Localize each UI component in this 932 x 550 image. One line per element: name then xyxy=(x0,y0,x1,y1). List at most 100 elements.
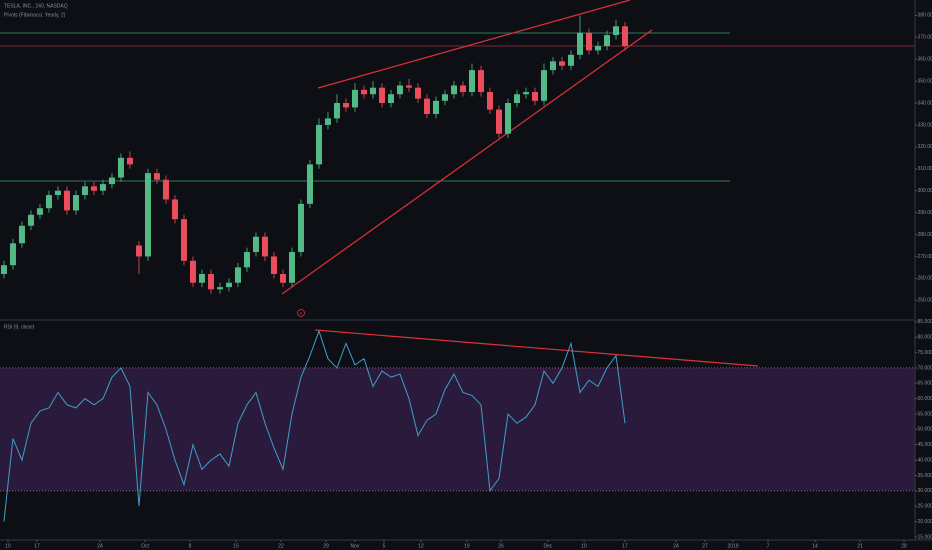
y-tick-label: 75.0000 xyxy=(918,350,932,356)
chart-title: TESLA, INC., 240, NASDAQ xyxy=(4,3,68,9)
candle-body xyxy=(468,70,475,93)
candle-body xyxy=(288,252,295,283)
candle-body xyxy=(0,265,7,274)
candle-body xyxy=(423,98,430,114)
trend-line xyxy=(281,29,653,295)
y-tick-label: 20.0000 xyxy=(918,519,932,525)
candle-body xyxy=(594,46,601,51)
x-tick-label: 12 xyxy=(418,543,424,549)
trend-line xyxy=(314,329,759,367)
candle-body xyxy=(279,273,286,283)
trend-line xyxy=(317,0,631,89)
y-tick-label: 35.0000 xyxy=(918,473,932,479)
candle-body xyxy=(45,195,52,209)
candle-body xyxy=(90,186,97,191)
y-tick-label: 280.00 xyxy=(918,232,932,238)
x-tick-label: 17 xyxy=(622,543,628,549)
candle-body xyxy=(360,89,367,95)
earnings-label: E xyxy=(300,311,303,316)
candle-body xyxy=(333,103,340,119)
x-tick-label: 2019 xyxy=(727,543,738,549)
candle-body xyxy=(477,70,484,93)
candle-body xyxy=(36,208,43,215)
x-tick-label: 15 xyxy=(233,543,239,549)
candle-body xyxy=(459,85,466,93)
candle-body xyxy=(540,70,547,101)
x-tick-label: 7 xyxy=(767,543,770,549)
candle-body xyxy=(99,184,106,191)
candle-body xyxy=(234,267,241,283)
rsi-line xyxy=(3,329,626,522)
candle-body xyxy=(450,85,457,95)
candle-body xyxy=(396,85,403,95)
candle-body xyxy=(117,157,124,178)
candle-body xyxy=(216,287,223,290)
y-tick-label: 260.00 xyxy=(918,276,932,282)
y-tick-label: 15.0000 xyxy=(918,534,932,540)
candle-body xyxy=(198,273,205,283)
candle-body xyxy=(522,92,529,95)
y-tick-label: 270.00 xyxy=(918,254,932,260)
x-tick-label: 27 xyxy=(702,543,708,549)
y-tick-label: 80.0000 xyxy=(918,335,932,341)
candle-body xyxy=(162,179,169,200)
y-tick-label: 45.0000 xyxy=(918,442,932,448)
candle-body xyxy=(9,243,16,266)
candle-body xyxy=(576,32,583,55)
candle-body xyxy=(108,177,115,185)
y-tick-label: 50.0000 xyxy=(918,427,932,433)
x-tick-label: 17 xyxy=(34,543,40,549)
candle-body xyxy=(126,157,133,165)
y-tick-label: 320.00 xyxy=(918,144,932,150)
candle-body xyxy=(495,109,502,134)
candle-body xyxy=(531,92,538,101)
x-tick-label: Dec xyxy=(544,543,553,549)
y-tick-label: 60.0000 xyxy=(918,396,932,402)
candle-body xyxy=(306,164,313,204)
x-tick-label: 19 xyxy=(464,543,470,549)
x-tick-label: 10 xyxy=(581,543,587,549)
candle-body xyxy=(558,61,565,66)
x-tick-label: 21 xyxy=(857,543,863,549)
y-tick-label: 370.00 xyxy=(918,35,932,41)
candle-body xyxy=(207,273,214,290)
rsi-band xyxy=(0,367,915,491)
candle-body xyxy=(135,245,142,257)
x-tick-label: 22 xyxy=(278,543,284,549)
earnings-marker xyxy=(297,309,305,317)
y-tick-label: 290.00 xyxy=(918,210,932,216)
y-tick-label: 380.00 xyxy=(918,13,932,19)
candle-body xyxy=(297,203,304,253)
candle-body xyxy=(603,35,610,47)
candle-body xyxy=(27,214,34,226)
y-tick-label: 310.00 xyxy=(918,166,932,172)
candle-body xyxy=(504,103,511,134)
x-tick-label: 8 xyxy=(189,543,192,549)
candle-body xyxy=(567,54,574,66)
y-tick-label: 30.0000 xyxy=(918,488,932,494)
candle-body xyxy=(63,190,70,211)
y-tick-label: 330.00 xyxy=(918,122,932,128)
candle-body xyxy=(54,190,61,196)
candle-body xyxy=(622,26,629,47)
x-tick-label: 24 xyxy=(97,543,103,549)
candle-body xyxy=(414,87,421,99)
candle-body xyxy=(81,186,88,196)
candle-body xyxy=(315,124,322,165)
rsi-title: RSI (9, close) xyxy=(4,324,35,330)
candle-body xyxy=(342,103,349,108)
y-tick-label: 25.0000 xyxy=(918,504,932,510)
candle-body xyxy=(405,85,412,88)
candle-body xyxy=(72,195,79,211)
candle-body xyxy=(369,87,376,95)
y-tick-label: 85.0000 xyxy=(918,319,932,325)
y-tick-label: 55.0000 xyxy=(918,411,932,417)
candle-body xyxy=(261,236,268,257)
indicator-title: Pivots (Fibonacci, Yearly, 2) xyxy=(4,12,66,18)
candle-body xyxy=(153,173,160,180)
candle-body xyxy=(144,173,151,257)
candle-body xyxy=(378,87,385,104)
x-tick-label: 26 xyxy=(498,543,504,549)
y-tick-label: 70.0000 xyxy=(918,365,932,371)
